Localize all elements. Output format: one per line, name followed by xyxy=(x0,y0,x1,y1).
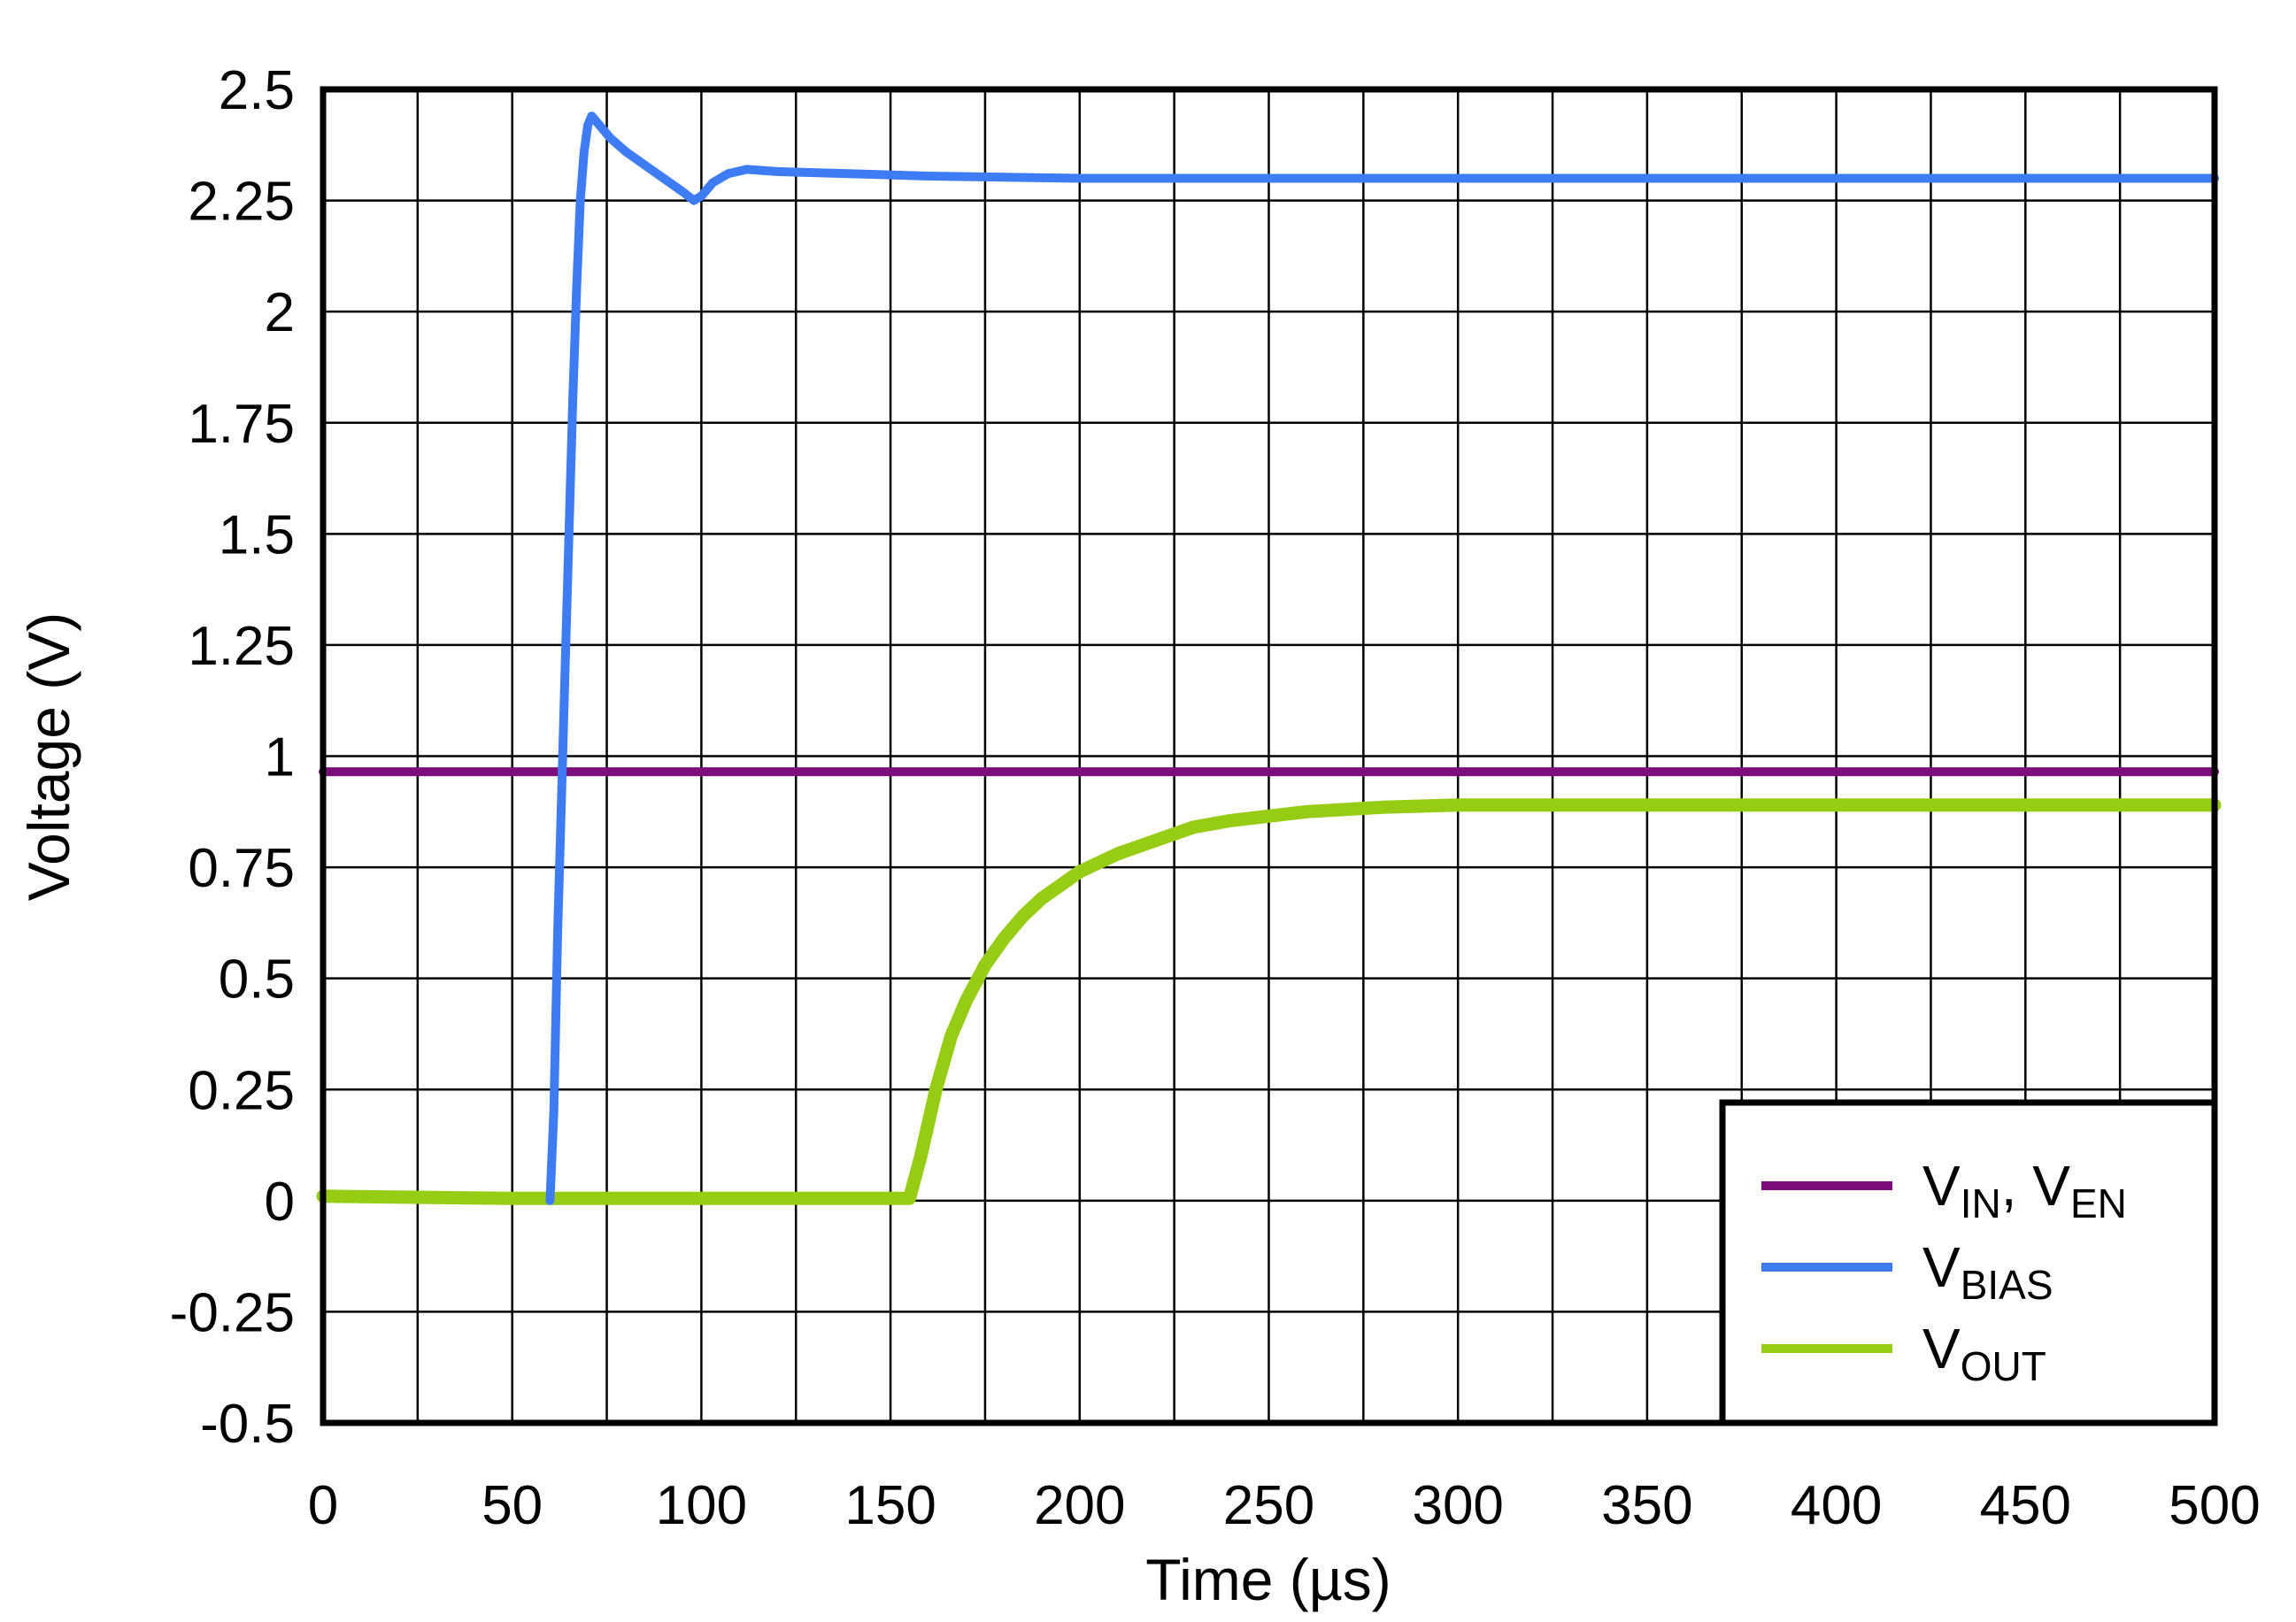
y-tick-labels: 2.5 2.25 2 1.75 1.5 1.25 1 0.75 0.5 0.25 0 -0.25 -0.… xyxy=(170,60,295,1455)
x-tick-label: 100 xyxy=(656,1475,747,1536)
x-tick-label: 400 xyxy=(1791,1475,1882,1536)
y-tick-label: 1 xyxy=(265,727,295,788)
x-tick-label: 250 xyxy=(1223,1475,1314,1536)
series-line-vbias xyxy=(545,111,2219,1205)
x-tick-label: 50 xyxy=(482,1475,543,1536)
x-tick-label: 300 xyxy=(1412,1475,1503,1536)
legend-label-main: , xyxy=(2001,1154,2033,1218)
legend-label-subscript: EN xyxy=(2070,1180,2127,1226)
y-tick-label: 1.5 xyxy=(219,504,295,565)
y-tick-label: -0.5 xyxy=(200,1394,295,1455)
legend-label-subscript: IN xyxy=(1961,1180,2001,1226)
legend-label-main: V xyxy=(1922,1317,1961,1380)
y-tick-label: 0.75 xyxy=(188,838,295,899)
series-lines xyxy=(316,111,2222,1205)
x-axis-title: Time (µs) xyxy=(1145,1547,1391,1612)
x-tick-label: 350 xyxy=(1601,1475,1692,1536)
y-tick-label: 2.25 xyxy=(188,172,295,233)
y-tick-label: 1.75 xyxy=(188,394,295,455)
y-tick-label: 1.25 xyxy=(188,616,295,677)
x-tick-label: 0 xyxy=(308,1475,338,1536)
y-tick-label: 0.25 xyxy=(188,1060,295,1121)
x-tick-label: 200 xyxy=(1034,1475,1125,1536)
legend-label-main: V xyxy=(2032,1154,2070,1218)
legend-label: VIN, VEN xyxy=(1922,1154,2127,1226)
legend-label-subscript: OUT xyxy=(1961,1343,2046,1389)
legend-label: VOUT xyxy=(1922,1317,2046,1389)
plot-frame xyxy=(320,86,2218,1426)
legend-label-main: V xyxy=(1922,1154,1961,1218)
y-axis-title: Voltage (V) xyxy=(16,612,81,902)
x-tick-label: 150 xyxy=(844,1475,936,1536)
x-tick-labels: 0 50 100 150 200 250 300 350 400 450 500 xyxy=(308,1475,2261,1536)
legend-label-subscript: BIAS xyxy=(1961,1262,2053,1308)
y-tick-label: 2.5 xyxy=(219,60,295,121)
grid xyxy=(323,89,2215,1423)
y-tick-label: 0.5 xyxy=(219,949,295,1011)
y-tick-label: -0.25 xyxy=(170,1282,295,1343)
y-tick-label: 2 xyxy=(265,282,295,343)
y-tick-label: 0 xyxy=(265,1172,295,1233)
legend-label-main: V xyxy=(1922,1235,1961,1299)
legend-label: VBIAS xyxy=(1922,1235,2053,1308)
series-line-vout xyxy=(316,798,2222,1205)
x-tick-label: 450 xyxy=(1980,1475,2071,1536)
x-tick-label: 500 xyxy=(2169,1475,2260,1536)
